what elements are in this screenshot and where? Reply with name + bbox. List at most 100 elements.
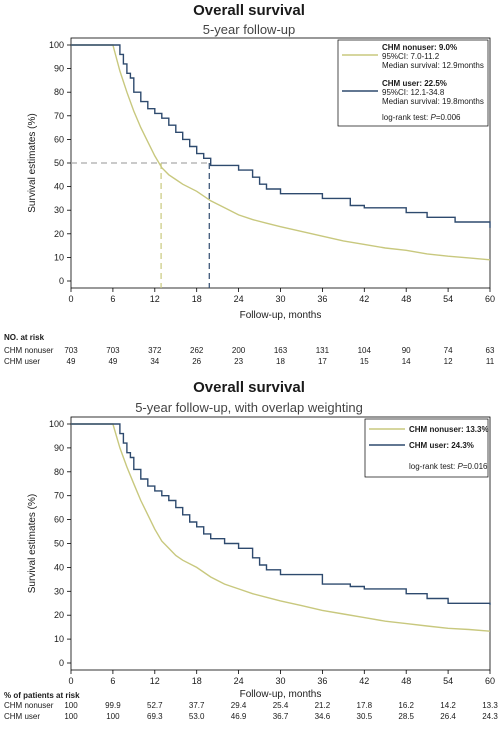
y-tick-label: 70 bbox=[54, 491, 64, 501]
risk-value: 163 bbox=[274, 346, 288, 355]
x-tick-label: 30 bbox=[275, 294, 285, 304]
x-axis-label: Follow-up, months bbox=[240, 689, 322, 700]
y-tick-label: 80 bbox=[54, 87, 64, 97]
x-tick-label: 6 bbox=[110, 676, 115, 686]
risk-value: 18 bbox=[276, 357, 285, 366]
risk-value: 17 bbox=[318, 357, 327, 366]
risk-table-header: NO. at risk bbox=[4, 333, 45, 342]
x-axis-label: Follow-up, months bbox=[240, 310, 322, 321]
risk-value: 34 bbox=[150, 357, 159, 366]
y-tick-label: 10 bbox=[54, 634, 64, 644]
risk-value: 131 bbox=[316, 346, 330, 355]
risk-row-label: CHM user bbox=[4, 357, 40, 366]
risk-value: 262 bbox=[190, 346, 204, 355]
risk-value: 372 bbox=[148, 346, 162, 355]
y-tick-label: 70 bbox=[54, 111, 64, 121]
risk-value: 99.9 bbox=[105, 701, 121, 710]
legend-nonuser-title: CHM nonuser: 9.0% bbox=[382, 43, 457, 52]
x-tick-label: 12 bbox=[150, 294, 160, 304]
x-tick-label: 42 bbox=[359, 676, 369, 686]
x-tick-label: 18 bbox=[192, 676, 202, 686]
log-rank-test: log-rank test: P=0.016 bbox=[409, 462, 488, 471]
legend-user-ci: 95%CI: 12.1-34.8 bbox=[382, 88, 445, 97]
log-rank-test: log-rank test: P=0.006 bbox=[382, 113, 461, 122]
legend-user-median: Median survival: 19.8months bbox=[382, 97, 484, 106]
risk-value: 29.4 bbox=[231, 701, 247, 710]
risk-value: 17.8 bbox=[357, 701, 373, 710]
series-line-user bbox=[71, 423, 491, 605]
risk-value: 100 bbox=[64, 712, 78, 721]
y-tick-label: 20 bbox=[54, 229, 64, 239]
legend-nonuser-ci: 95%CI: 7.0-11.2 bbox=[382, 52, 440, 61]
y-tick-label: 60 bbox=[54, 515, 64, 525]
risk-value: 25.4 bbox=[273, 701, 289, 710]
legend-nonuser-median: Median survival: 12.9months bbox=[382, 61, 484, 70]
x-tick-label: 36 bbox=[317, 294, 327, 304]
y-tick-label: 100 bbox=[49, 419, 64, 429]
risk-value: 52.7 bbox=[147, 701, 163, 710]
x-tick-label: 24 bbox=[234, 294, 244, 304]
risk-value: 26 bbox=[192, 357, 201, 366]
x-tick-label: 48 bbox=[401, 676, 411, 686]
y-tick-label: 80 bbox=[54, 467, 64, 477]
y-tick-label: 50 bbox=[54, 539, 64, 549]
risk-row-label: CHM user bbox=[4, 712, 40, 721]
series-line-user bbox=[71, 44, 491, 228]
x-tick-label: 24 bbox=[234, 676, 244, 686]
risk-row-label: CHM nonuser bbox=[4, 346, 54, 355]
legend-user-title: CHM user: 24.3% bbox=[409, 441, 474, 450]
y-tick-label: 0 bbox=[59, 658, 64, 668]
risk-value: 104 bbox=[358, 346, 372, 355]
risk-value: 46.9 bbox=[231, 712, 247, 721]
y-tick-label: 90 bbox=[54, 443, 64, 453]
y-tick-label: 0 bbox=[59, 276, 64, 286]
x-tick-label: 18 bbox=[192, 294, 202, 304]
risk-value: 13.3 bbox=[482, 701, 498, 710]
risk-value: 74 bbox=[444, 346, 453, 355]
risk-value: 69.3 bbox=[147, 712, 163, 721]
risk-value: 14 bbox=[402, 357, 411, 366]
x-tick-label: 0 bbox=[68, 294, 73, 304]
x-tick-label: 54 bbox=[443, 294, 453, 304]
risk-table-header: % of patients at risk bbox=[4, 691, 80, 700]
legend-user-title: CHM user: 22.5% bbox=[382, 79, 447, 88]
risk-value: 36.7 bbox=[273, 712, 289, 721]
risk-value: 16.2 bbox=[398, 701, 414, 710]
risk-value: 53.0 bbox=[189, 712, 205, 721]
risk-value: 30.5 bbox=[357, 712, 373, 721]
risk-value: 12 bbox=[444, 357, 453, 366]
risk-value: 200 bbox=[232, 346, 246, 355]
log-rank-p: P bbox=[430, 113, 436, 122]
y-tick-label: 60 bbox=[54, 134, 64, 144]
x-tick-label: 36 bbox=[317, 676, 327, 686]
x-tick-label: 0 bbox=[68, 676, 73, 686]
x-tick-label: 6 bbox=[110, 294, 115, 304]
series-line-nonuser bbox=[71, 423, 491, 632]
y-axis-label: Survival estimates (%) bbox=[27, 113, 38, 212]
y-tick-label: 100 bbox=[49, 40, 64, 50]
risk-value: 100 bbox=[64, 701, 78, 710]
y-tick-label: 40 bbox=[54, 182, 64, 192]
risk-value: 90 bbox=[402, 346, 411, 355]
chart-title: Overall survival bbox=[193, 2, 305, 19]
log-rank-p: P bbox=[457, 462, 463, 471]
x-tick-label: 12 bbox=[150, 676, 160, 686]
y-tick-label: 90 bbox=[54, 64, 64, 74]
risk-value: 14.2 bbox=[440, 701, 456, 710]
survival-panel-top: Overall survival 5-year follow-up 0 10 20 30 4… bbox=[4, 2, 495, 366]
chart-subtitle: 5-year follow-up, with overlap weighting bbox=[135, 400, 363, 415]
risk-value: 26.4 bbox=[440, 712, 456, 721]
x-tick-label: 60 bbox=[485, 676, 495, 686]
risk-value: 21.2 bbox=[315, 701, 331, 710]
y-tick-label: 40 bbox=[54, 562, 64, 572]
y-axis-label: Survival estimates (%) bbox=[27, 494, 38, 593]
risk-value: 703 bbox=[64, 346, 78, 355]
x-tick-label: 54 bbox=[443, 676, 453, 686]
risk-value: 49 bbox=[67, 357, 76, 366]
risk-value: 49 bbox=[108, 357, 117, 366]
risk-value: 63 bbox=[486, 346, 495, 355]
series-line-nonuser bbox=[71, 44, 491, 261]
y-tick-label: 50 bbox=[54, 158, 64, 168]
risk-value: 37.7 bbox=[189, 701, 205, 710]
